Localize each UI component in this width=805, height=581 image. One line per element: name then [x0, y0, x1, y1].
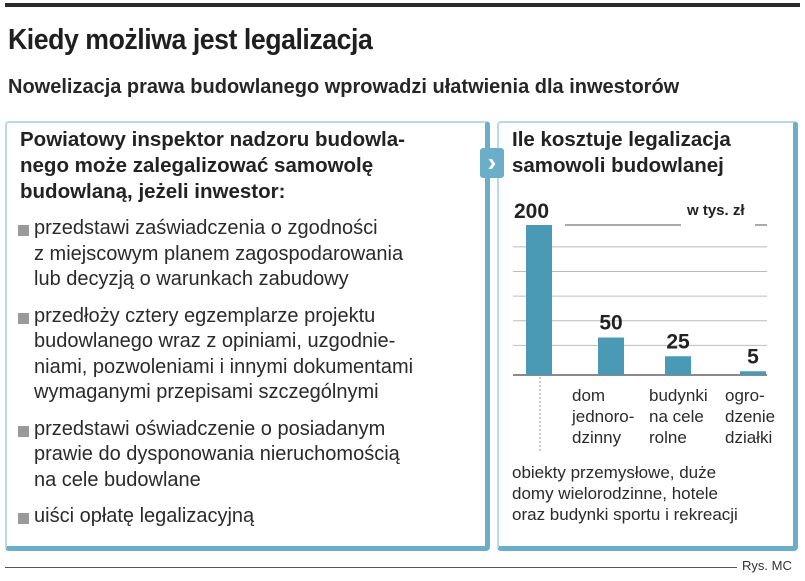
- heading-line: samowoli budowlanej: [512, 154, 724, 177]
- note-line: obiekty przemysłowe, duże: [512, 463, 717, 482]
- bullet-line: lub decyzją o warunkach zabudowy: [34, 268, 349, 290]
- bullet-square-icon: [18, 312, 29, 324]
- cost-bar-chart: 200 50 25 5 w tys. zł: [513, 200, 767, 452]
- bullet-line: na cele budowlane: [34, 468, 201, 491]
- conditions-list: przedstawi zaświadczenia o zgodności z m…: [18, 216, 478, 541]
- bullet-line: wymaganymi przepisami szczególnymi: [34, 381, 379, 403]
- bar: [598, 337, 624, 375]
- first-category-label: obiekty przemysłowe, duże domy wielorodz…: [512, 462, 738, 525]
- conditions-panel: [5, 121, 490, 551]
- heading-line: budowlaną, jeżeli inwestor:: [20, 180, 286, 203]
- bullet-line: prawie do dysponowania nieruchomością: [34, 443, 400, 465]
- bullet-line: przedstawi zaświadczenia o zgodności: [34, 217, 378, 239]
- category-label: dom jednoro- dzinny: [572, 386, 635, 447]
- list-item: uiści opłatę legalizacyjną: [18, 504, 478, 530]
- value-label: 5: [747, 345, 759, 368]
- category-label: budynki na cele rolne: [649, 386, 708, 447]
- credit: Rys. MC: [742, 558, 792, 573]
- bullet-line: budowlanego wraz z opiniami, uzgodnie-: [34, 330, 396, 352]
- top-rule: [5, 3, 800, 7]
- bullet-line: niami, pozwoleniami i innymi dokumentami: [34, 355, 414, 378]
- list-item: przedłoży cztery egzemplarze projektu bu…: [18, 304, 478, 406]
- page-title: Kiedy możliwa jest legalizacja: [8, 24, 373, 56]
- bar: [526, 225, 552, 375]
- note-line: domy wielorodzinne, hotele: [512, 484, 719, 503]
- bullet-square-icon: [18, 425, 29, 437]
- footer-rule: [5, 567, 737, 568]
- heading-line: Ile kosztuje legalizacja: [512, 128, 731, 151]
- list-item: przedstawi oświadczenie o posiadanym pra…: [18, 417, 478, 494]
- bullet-line: przedstawi oświadczenie o posiadanym: [34, 417, 386, 440]
- heading-line: Powiatowy inspektor nadzoru budowla-: [20, 128, 405, 151]
- note-line: oraz budynki sportu i rekreacji: [512, 505, 738, 524]
- bullet-line: z miejscowym planem zagospodarowania: [34, 242, 404, 265]
- conditions-heading: Powiatowy inspektor nadzoru budowla- neg…: [20, 127, 405, 205]
- bullet-square-icon: [18, 225, 29, 236]
- page-subtitle: Nowelizacja prawa budowlanego wprowadzi …: [8, 76, 680, 98]
- list-item: przedstawi zaświadczenia o zgodności z m…: [18, 216, 478, 293]
- bullet-line: przedłoży cztery egzemplarze projektu: [34, 304, 376, 327]
- value-label: 50: [599, 312, 622, 335]
- bullet-line: uiści opłatę legalizacyjną: [34, 505, 255, 527]
- bar: [740, 371, 766, 375]
- value-label: 25: [666, 330, 690, 353]
- heading-line: nego może zalegalizować samowolę: [20, 154, 374, 177]
- chevron-right-icon: ›: [480, 148, 504, 178]
- bar: [665, 356, 691, 375]
- unit-label: w tys. zł: [686, 202, 745, 219]
- value-label: 200: [514, 200, 549, 223]
- cost-heading: Ile kosztuje legalizacja samowoli budowl…: [512, 127, 731, 179]
- bullet-square-icon: [18, 513, 29, 524]
- category-label: ogro- dzenie działki: [725, 386, 776, 447]
